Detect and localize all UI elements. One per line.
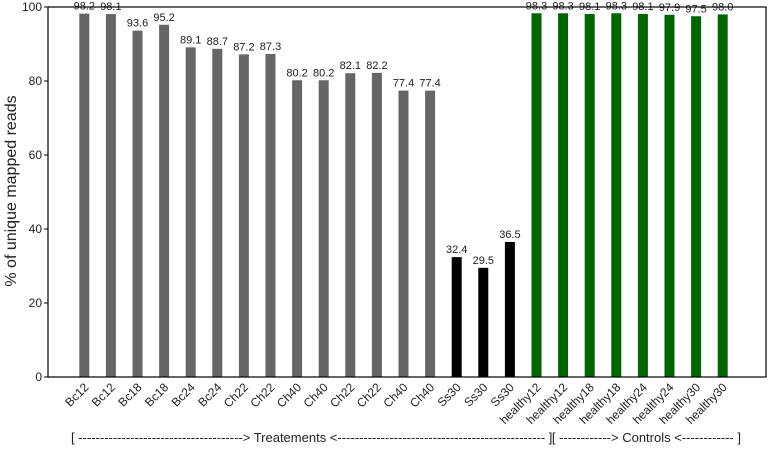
bar [478,267,489,377]
bar [691,16,702,377]
value-labels-group: 98.2 98.193.6 95.289.1 88.7 87.2 87.380.2 80.2… [74,0,734,267]
bar-value-label: 87.3 [260,41,281,53]
x-tick-label: Ch40 [301,380,331,410]
bar [371,72,382,378]
y-axis-ticks: 0 20 40 60 80 100 [22,0,48,384]
x-tick-label: Bc18 [142,380,171,409]
x-tick-label: Bc24 [195,380,224,409]
y-tick-label: 20 [29,296,43,310]
y-tick-label: 0 [35,370,42,384]
bar-value-label: 82.2 [366,60,387,72]
y-tick-label: 100 [22,0,42,14]
x-tick-label: Ch40 [407,380,437,410]
bar [637,14,648,378]
y-axis-label: % of unique mapped reads [3,95,20,286]
x-tick-label: Bc18 [115,380,144,409]
y-tick-label: 60 [29,148,43,162]
bar [584,14,595,378]
bar-value-label: 97.5 [685,3,706,15]
x-tick-label: Ch22 [327,380,357,410]
bar [159,24,170,377]
x-tick-label: Ch40 [274,380,304,410]
x-tick-label: Ch40 [380,380,410,410]
x-tick-label: Bc24 [169,380,198,409]
x-axis-ticks: Bc12Bc12Bc18Bc18Bc24Bc24Ch22Ch22Ch40Ch40… [62,380,730,427]
y-tick-label: 40 [29,222,43,236]
bar [425,90,436,378]
bar [451,257,462,377]
bar [292,80,303,377]
bar-value-label: 80.2 [286,67,307,79]
bar [79,13,90,377]
bar-value-label: 80.2 [313,67,334,79]
bar-value-label: 77.4 [393,78,414,90]
bar-value-label: 32.4 [446,244,467,256]
bar-value-label: 36.5 [499,229,520,241]
x-tick-label: Bc12 [62,380,91,409]
bar-value-label: 29.5 [473,255,494,267]
bar-value-label: 98.3 [526,0,547,12]
controls-group-caption: [ ------------> Controls <------------ ] [552,430,741,445]
bar [664,14,675,378]
treatments-group-caption: [ --------------------------------------… [71,430,552,445]
bar [318,80,329,377]
bar [611,13,622,377]
bar [265,53,276,378]
bar [238,54,249,378]
bar-value-label: 87.2 [233,41,254,53]
bar [531,13,542,377]
y-tick-label: 80 [29,74,43,88]
bar [398,90,409,378]
bar-value-label: 89.1 [180,34,201,46]
x-tick-label: Ss30 [435,380,464,409]
x-tick-label: Ch22 [354,380,384,410]
bar [558,13,569,377]
bar [132,30,143,378]
plot-frame [47,6,767,378]
bar [105,14,116,378]
bar [717,14,728,378]
bar [345,73,356,377]
x-tick-label: Ss30 [461,380,490,409]
bar [185,47,196,377]
bar-value-label: 98.3 [606,0,627,12]
bar [504,241,515,377]
bar-value-label: 82.1 [340,60,361,72]
bar-value-label: 77.4 [419,78,440,90]
bar-value-label: 97.9 [659,2,680,14]
x-tick-label: Ch22 [221,380,251,410]
x-tick-label: Bc12 [89,380,118,409]
bar-value-label: 88.7 [207,36,228,48]
bar-value-label: 95.2 [153,12,174,24]
bars-group [79,13,728,378]
bar-value-label: 98.3 [552,0,573,12]
x-tick-label: Ch22 [247,380,277,410]
bar [212,48,223,378]
bar-value-label: 93.6 [127,18,148,30]
